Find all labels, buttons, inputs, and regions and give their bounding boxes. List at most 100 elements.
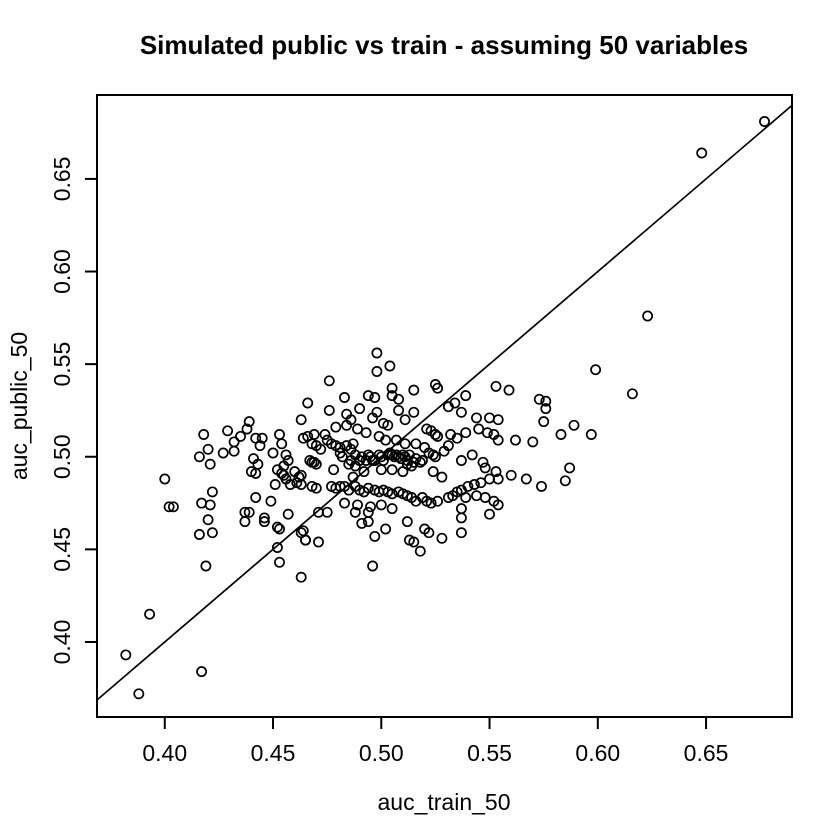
data-point (336, 451, 348, 463)
data-point (256, 432, 268, 444)
data-point (343, 458, 355, 470)
data-point (200, 560, 212, 572)
data-point (503, 384, 515, 396)
data-point (696, 147, 708, 159)
data-point (520, 473, 532, 485)
data-point (626, 388, 638, 400)
data-point (271, 542, 283, 553)
data-point (274, 523, 285, 535)
data-point (321, 506, 333, 518)
data-point (204, 499, 216, 511)
data-point (390, 434, 402, 446)
data-point (492, 414, 504, 426)
data-point (536, 480, 547, 492)
y-axis-tick-label: 0.50 (49, 434, 75, 479)
data-point (414, 456, 426, 468)
data-point (198, 429, 210, 440)
data-point (293, 471, 305, 483)
data-point (380, 434, 392, 446)
y-axis-tick-label: 0.65 (49, 157, 75, 202)
data-point (399, 438, 411, 450)
data-point (460, 390, 472, 402)
data-point (133, 688, 145, 700)
data-point (193, 529, 205, 540)
data-point (436, 532, 448, 544)
data-point (250, 467, 262, 479)
data-point (386, 503, 398, 515)
data-point (510, 434, 521, 446)
data-point (358, 466, 370, 478)
data-point (533, 393, 545, 405)
y-axis-tick-label: 0.40 (49, 620, 75, 665)
data-point (386, 449, 398, 461)
data-point (258, 512, 270, 524)
x-axis-label: auc_train_50 (378, 789, 511, 815)
data-point (349, 506, 361, 518)
x-axis-tick-label: 0.55 (467, 740, 512, 766)
data-point (455, 503, 467, 515)
data-point (235, 430, 246, 442)
data-point (432, 382, 444, 394)
data-point (386, 488, 398, 500)
data-point (393, 393, 405, 405)
chart-title: Simulated public vs train - assuming 50 … (140, 30, 748, 60)
data-point (479, 492, 491, 503)
data-point (538, 416, 550, 428)
data-point (206, 486, 218, 498)
data-point (163, 501, 175, 513)
data-point (347, 471, 359, 483)
data-point (330, 421, 342, 433)
data-point (471, 490, 482, 502)
data-point (362, 390, 374, 402)
plot-area: 0.40 0.45 0.50 0.55 0.60 0.65 0.40 0.45 0.50 0.55… (49, 94, 793, 766)
data-point (455, 455, 467, 466)
data-point (295, 469, 307, 481)
data-point (258, 516, 270, 528)
data-point (408, 406, 420, 418)
data-point (202, 443, 214, 455)
data-point (302, 397, 314, 409)
data-point (432, 495, 444, 507)
data-point (568, 419, 580, 431)
data-point (347, 438, 359, 450)
data-point (460, 427, 472, 439)
data-point (490, 380, 502, 392)
data-point (460, 492, 472, 503)
data-point (319, 429, 331, 440)
data-point (380, 523, 392, 535)
data-point (354, 403, 366, 415)
x-axis-tick-label: 0.45 (251, 740, 296, 766)
data-point (367, 560, 379, 572)
data-point (371, 366, 383, 377)
data-point (377, 417, 389, 429)
data-point (295, 571, 307, 583)
data-point (159, 473, 171, 485)
data-point (267, 447, 279, 459)
data-point (202, 514, 214, 526)
data-point (559, 475, 571, 487)
data-point (423, 527, 435, 539)
data-point (274, 556, 285, 568)
y-axis-label: auc_public_50 (6, 332, 32, 480)
x-axis-tick-label: 0.60 (575, 740, 620, 766)
data-point (432, 430, 444, 442)
data-point (479, 462, 491, 474)
data-point (120, 649, 132, 661)
y-axis-tick-label: 0.55 (49, 342, 75, 387)
data-point (540, 403, 552, 415)
data-point (386, 464, 398, 476)
data-point (276, 438, 288, 450)
data-point (455, 527, 467, 539)
x-axis-tick-label: 0.65 (684, 740, 729, 766)
data-point (759, 116, 770, 127)
data-point (492, 434, 504, 446)
data-point (362, 482, 374, 494)
data-point (473, 423, 485, 435)
data-point (297, 525, 309, 537)
data-point (310, 482, 322, 494)
x-axis-tick-label: 0.40 (142, 740, 187, 766)
data-point (414, 545, 426, 557)
data-point (254, 440, 266, 452)
data-point (527, 436, 539, 448)
